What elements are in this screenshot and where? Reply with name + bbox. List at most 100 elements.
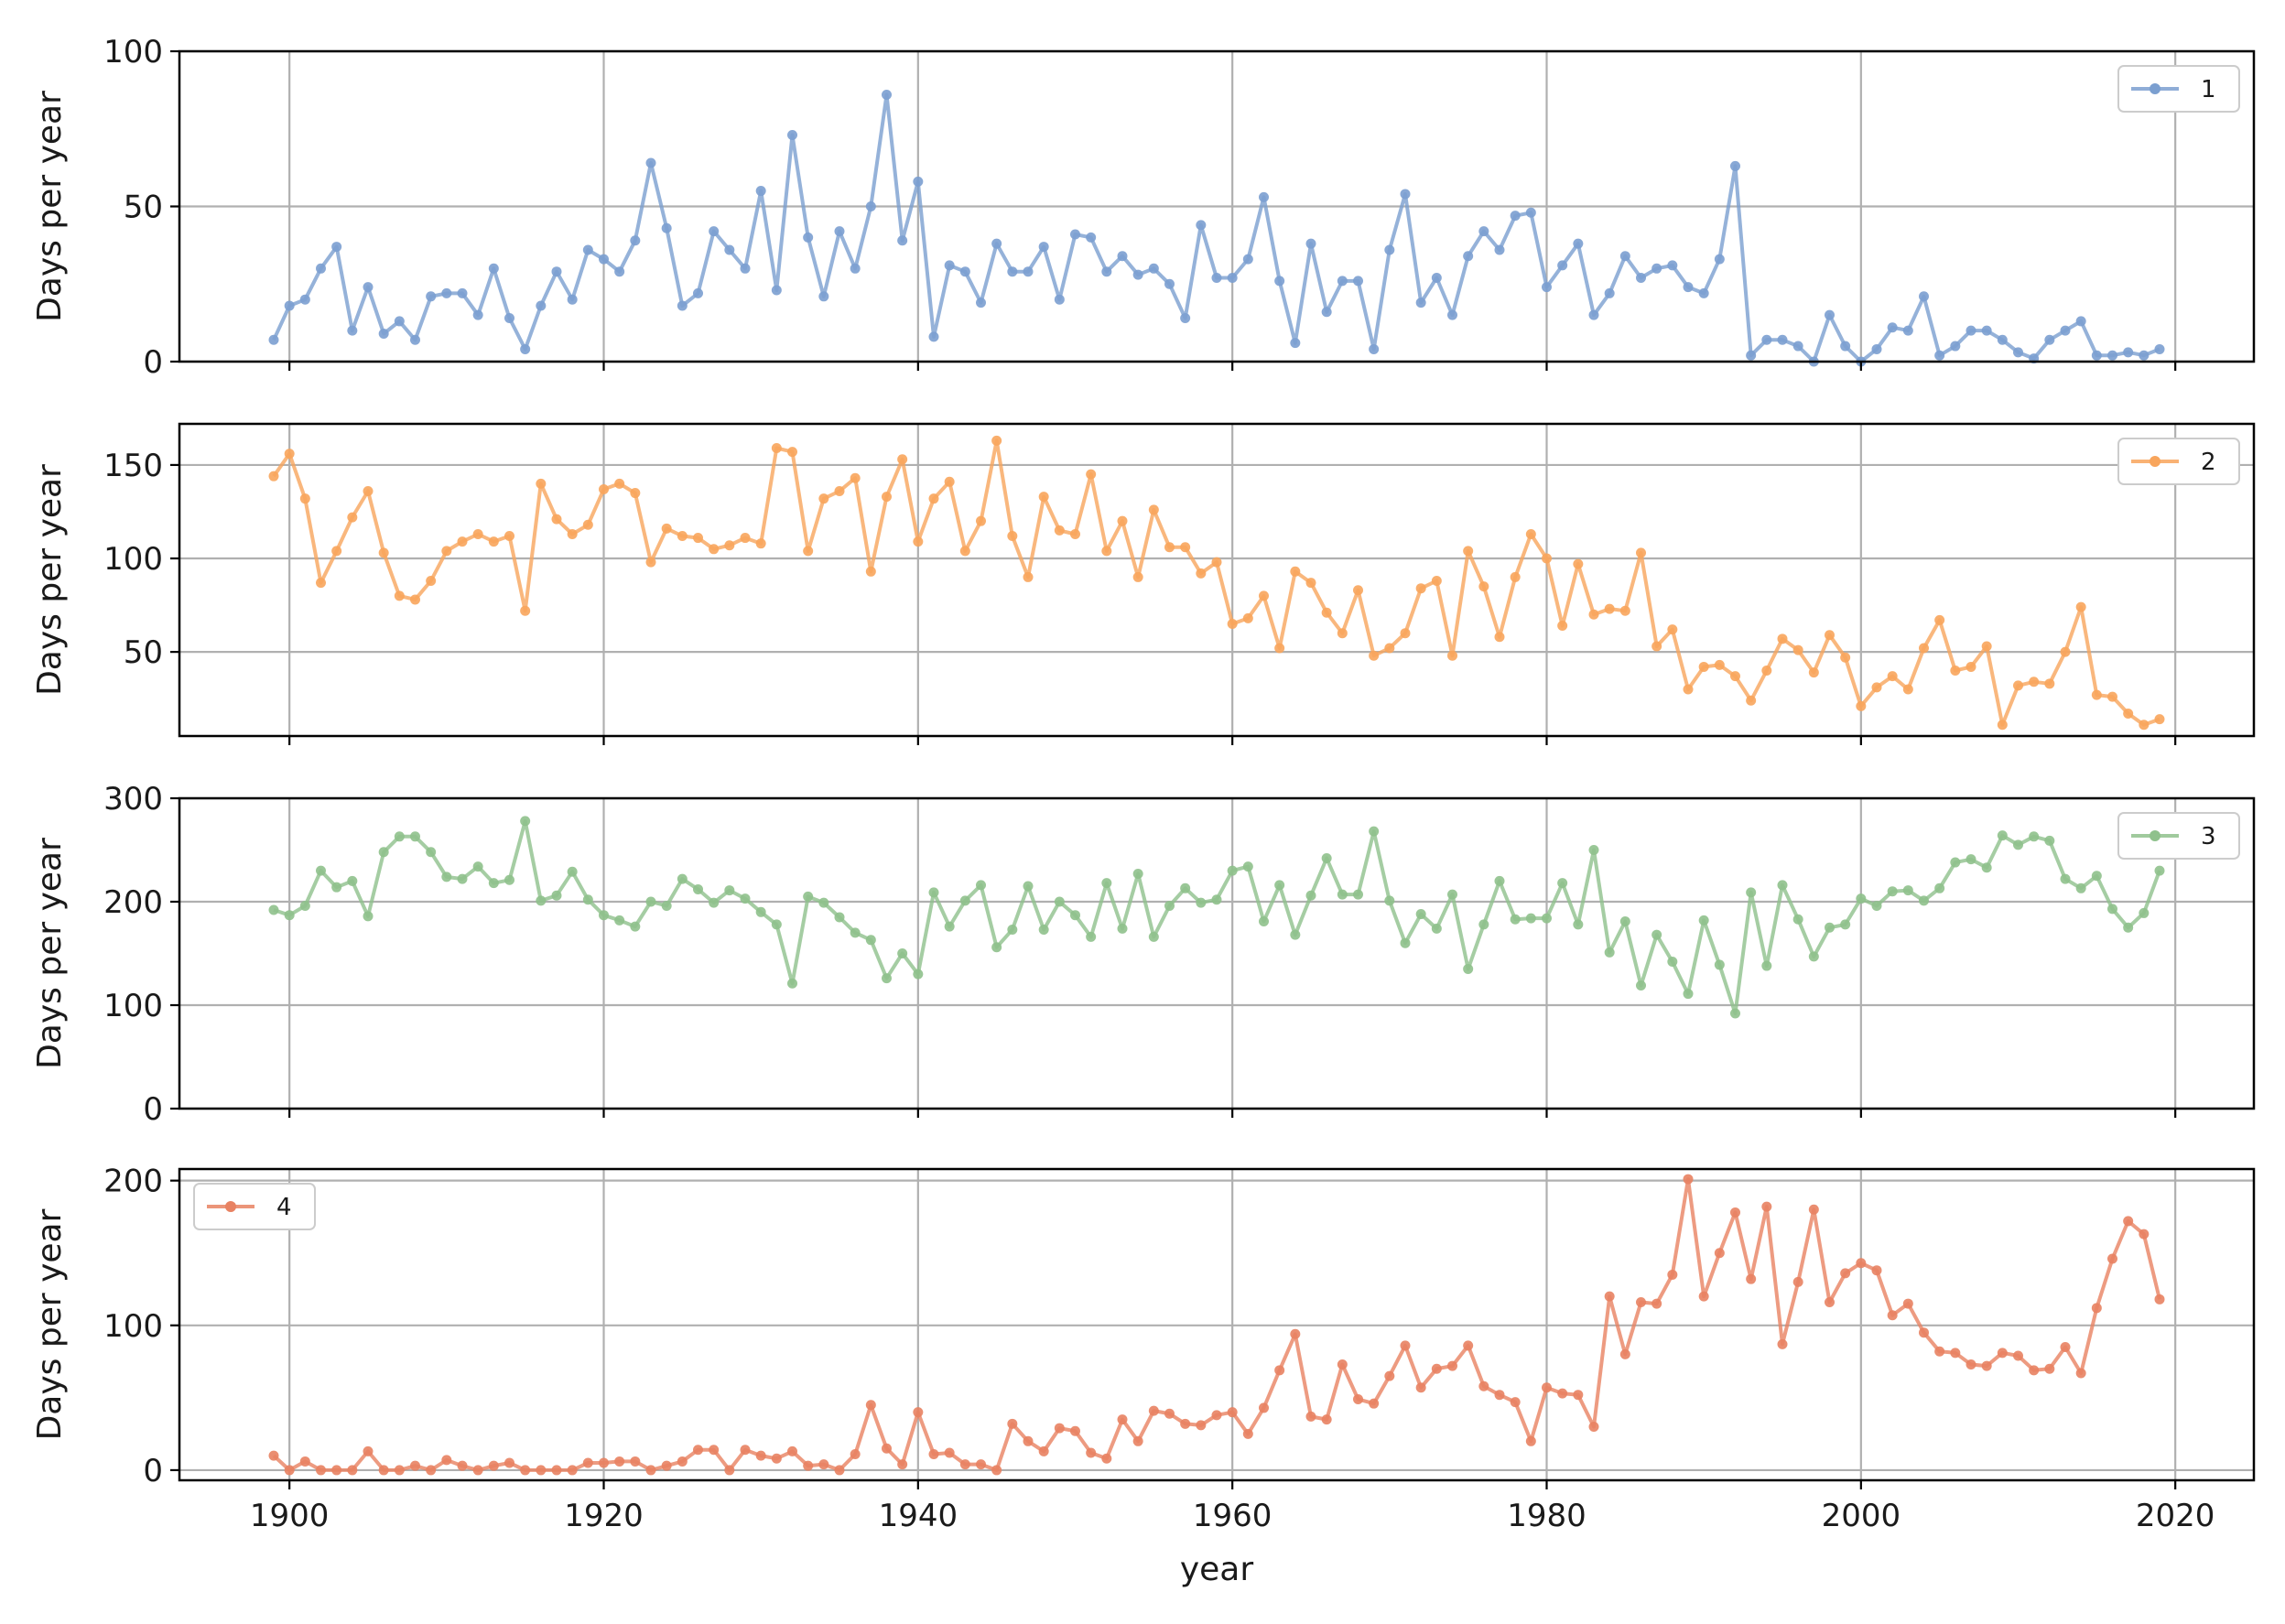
data-point — [1086, 232, 1097, 243]
data-point — [630, 488, 641, 499]
data-point — [1400, 628, 1411, 639]
data-point — [488, 536, 499, 547]
data-point — [1054, 294, 1065, 305]
data-point — [1856, 893, 1867, 904]
data-point — [1038, 1445, 1049, 1456]
data-point — [2154, 343, 2165, 354]
data-point — [426, 576, 437, 587]
data-point — [1604, 603, 1615, 614]
data-point — [1337, 628, 1348, 639]
data-point — [536, 1465, 547, 1476]
data-point — [1227, 865, 1238, 876]
data-point — [850, 472, 861, 483]
data-point — [1761, 666, 1772, 677]
data-point — [865, 566, 876, 577]
x-axis-label: year — [1180, 1551, 1254, 1588]
data-point — [1525, 207, 1536, 218]
data-point — [2107, 904, 2117, 915]
data-point — [1730, 1008, 1740, 1019]
data-point — [1746, 350, 1757, 361]
data-point — [1588, 309, 1599, 320]
data-point — [677, 1456, 688, 1467]
data-point — [1463, 546, 1474, 557]
data-point — [1604, 947, 1615, 958]
data-point — [1415, 1382, 1426, 1393]
data-point — [959, 266, 970, 277]
y-axis-label: Days per year — [31, 91, 69, 322]
data-point — [1542, 282, 1552, 293]
data-point — [1148, 931, 1159, 942]
data-point — [1337, 889, 1348, 900]
data-point — [1557, 1388, 1568, 1399]
data-point — [1604, 287, 1615, 298]
data-point — [1997, 720, 2008, 731]
data-point — [488, 878, 499, 889]
data-point — [1494, 1390, 1505, 1401]
data-point — [2013, 839, 2023, 850]
data-point — [582, 894, 593, 905]
data-point — [1494, 875, 1505, 886]
data-point — [299, 1456, 310, 1467]
data-point — [693, 533, 703, 544]
data-point — [1290, 1328, 1301, 1339]
data-point — [1808, 1204, 1819, 1215]
data-point — [1698, 287, 1709, 298]
data-point — [771, 443, 782, 454]
data-point — [1792, 644, 1803, 655]
data-point — [1180, 542, 1191, 553]
data-point — [582, 1457, 593, 1468]
data-point — [1305, 238, 1316, 249]
data-point — [347, 875, 358, 886]
data-point — [1573, 1390, 1584, 1401]
data-point — [1164, 542, 1175, 553]
y-tick-label: 0 — [143, 344, 163, 381]
data-point — [1196, 1420, 1207, 1431]
data-point — [897, 1459, 908, 1470]
data-point — [1902, 885, 1913, 896]
data-point — [991, 435, 1002, 446]
data-point — [1259, 191, 1269, 202]
data-point — [865, 201, 876, 211]
data-point — [1242, 861, 1253, 872]
data-point — [2139, 720, 2150, 731]
y-tick-label: 200 — [103, 884, 163, 921]
legend-swatch-marker — [2150, 83, 2160, 94]
data-point — [2075, 1368, 2086, 1379]
data-point — [928, 493, 939, 504]
data-point — [755, 186, 766, 197]
data-point — [2029, 831, 2040, 842]
data-point — [1698, 661, 1709, 672]
x-tick-label: 1960 — [1193, 1498, 1272, 1534]
y-tick-label: 100 — [103, 1308, 163, 1345]
data-point — [410, 1460, 420, 1471]
panel-4: 0 100 200 1900 1920 1940 1960 1980 2000 2020 Days … — [31, 1164, 2256, 1534]
data-point — [1259, 915, 1269, 926]
data-point — [268, 1450, 279, 1461]
data-point — [1290, 929, 1301, 940]
data-point — [363, 282, 374, 293]
data-point — [1714, 254, 1725, 265]
data-point — [1431, 576, 1442, 587]
data-point — [1148, 1405, 1159, 1416]
data-point — [1525, 528, 1536, 539]
data-point — [787, 978, 797, 989]
data-point — [316, 1465, 326, 1476]
data-point — [1825, 630, 1835, 641]
data-point — [755, 1450, 766, 1461]
data-point — [394, 831, 405, 842]
data-point — [677, 531, 688, 542]
data-point — [1871, 682, 1882, 693]
data-point — [645, 157, 656, 168]
data-point — [268, 904, 279, 915]
data-point — [410, 594, 420, 605]
data-point — [1981, 862, 1992, 873]
data-point — [1651, 263, 1662, 274]
data-point — [1101, 1453, 1112, 1464]
data-point — [1573, 238, 1584, 249]
data-point — [1950, 857, 1961, 868]
data-point — [1447, 309, 1457, 320]
data-point — [567, 866, 578, 877]
data-point — [1683, 989, 1694, 1000]
data-point — [1761, 960, 1772, 971]
